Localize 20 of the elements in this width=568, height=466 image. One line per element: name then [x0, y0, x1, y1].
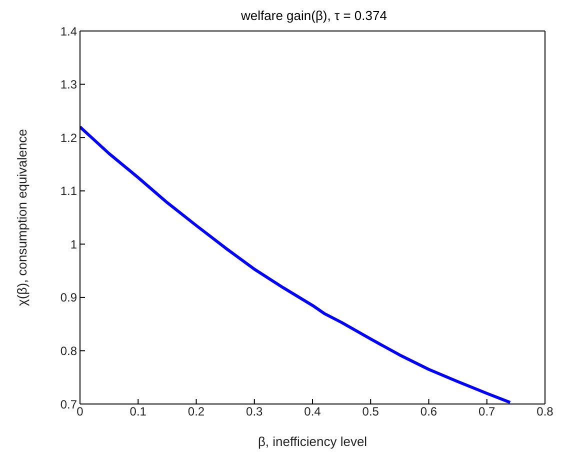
y-tick-label: 1.3 — [60, 78, 78, 92]
x-tick-label: 0 — [76, 404, 84, 419]
line-series — [80, 125, 512, 404]
x-tick-label: 0.7 — [478, 404, 496, 419]
y-tick-label: 1.1 — [60, 184, 78, 198]
x-tick-label: 0.8 — [536, 404, 554, 419]
y-tick-label: 1.2 — [60, 130, 78, 145]
x-tick-label: 0.6 — [420, 404, 438, 419]
y-tick-label: 1.4 — [60, 24, 78, 38]
x-tick-label: 0.1 — [130, 404, 147, 419]
x-axis-title: β, inefficiency level — [258, 434, 368, 449]
x-tick-label: 0.5 — [362, 404, 380, 419]
y-tick-label: 0.8 — [60, 344, 78, 358]
x-tick-label: 0.3 — [246, 404, 264, 419]
y-tick-label: 1 — [70, 237, 78, 252]
y-tick-label: 0.9 — [60, 290, 78, 305]
x-tick-label: 0.2 — [188, 404, 205, 419]
chart-title: welfare gain(β), τ = 0.374 — [240, 8, 388, 24]
y-axis-title: χ(β), consumption equivalence — [14, 129, 30, 306]
x-tick-label: 0.4 — [304, 404, 322, 419]
